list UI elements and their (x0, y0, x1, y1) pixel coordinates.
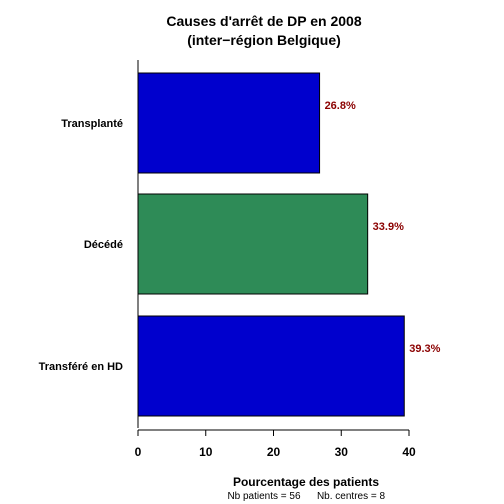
category-label-0: Transplanté (61, 118, 123, 130)
bar-1 (137, 193, 369, 295)
x-ticks-group: 0 10 20 30 40 (135, 430, 416, 459)
bar-0 (137, 72, 321, 174)
data-label-1: 33.9% (373, 221, 404, 233)
chart-title-line-1: Causes d'arrêt de DP en 2008 (166, 13, 361, 29)
bar-2 (137, 315, 405, 417)
category-label-1: Décédé (84, 239, 123, 251)
category-label-2: Transféré en HD (39, 361, 123, 373)
footnote-patients: Nb patients = 56 (227, 491, 301, 502)
x-tick-label-3: 30 (335, 445, 349, 459)
footnote-centres: Nb. centres = 8 (317, 491, 386, 502)
x-tick-label-1: 10 (199, 445, 213, 459)
x-tick-label-4: 40 (402, 445, 416, 459)
x-tick-label-2: 20 (267, 445, 281, 459)
bars-group: 26.8% Transplanté 33.9% Décédé 39.3% Transfér… (39, 72, 441, 417)
chart-title-line-2: (inter−région Belgique) (187, 32, 341, 48)
data-label-0: 26.8% (325, 100, 356, 112)
x-tick-label-0: 0 (135, 445, 142, 459)
x-axis-label: Pourcentage des patients (233, 475, 379, 489)
data-label-2: 39.3% (409, 343, 440, 355)
